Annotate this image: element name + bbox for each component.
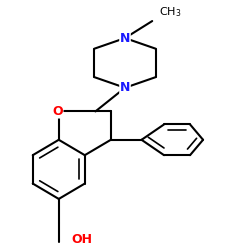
Text: CH$_3$: CH$_3$ — [159, 5, 182, 19]
Text: N: N — [120, 81, 130, 94]
Text: N: N — [120, 32, 130, 44]
Text: O: O — [52, 105, 63, 118]
Text: OH: OH — [72, 233, 93, 246]
